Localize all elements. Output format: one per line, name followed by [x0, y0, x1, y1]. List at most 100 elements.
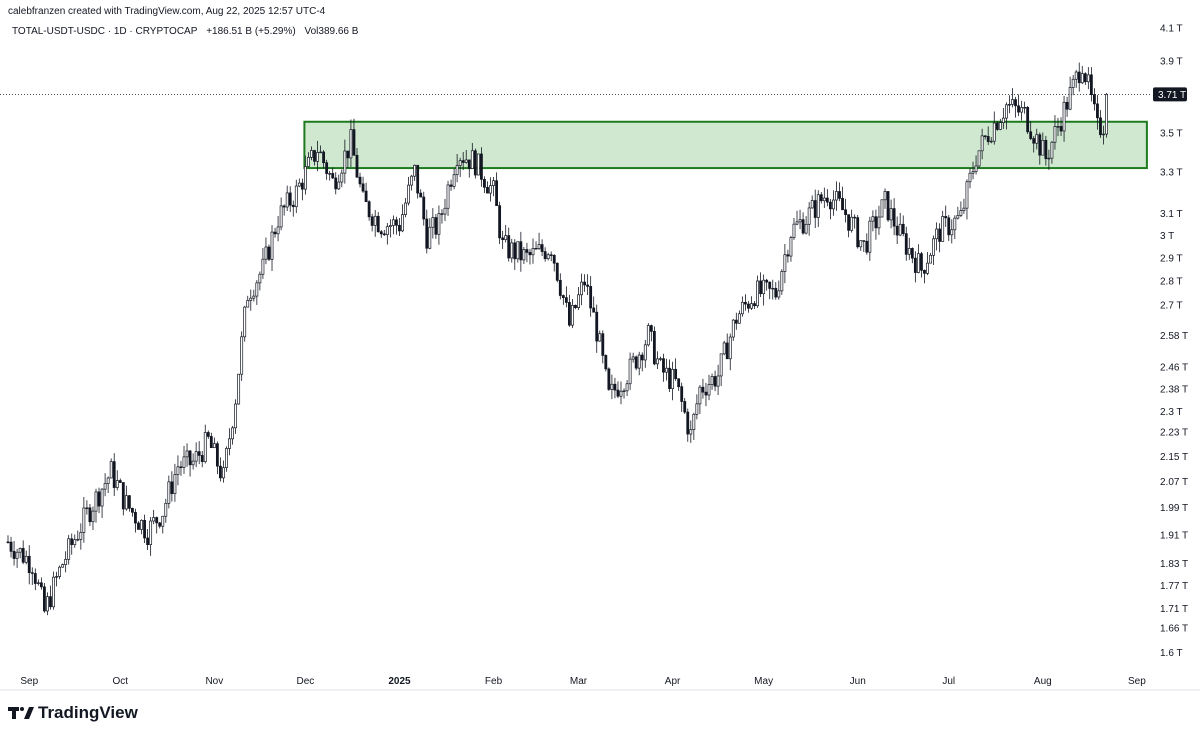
candle: [79, 523, 83, 550]
candle: [109, 458, 113, 479]
candle: [737, 310, 741, 324]
time-axis[interactable]: Sep Oct Nov Dec 2025 Feb Mar Apr May Jun Jul Aug Sep: [20, 676, 1146, 687]
tradingview-logo[interactable]: TradingView: [8, 703, 138, 723]
candle-body-down: [358, 176, 362, 185]
candle: [713, 370, 717, 392]
candle-body-down: [595, 311, 599, 342]
candle-body-up: [698, 386, 702, 405]
candle-body-up: [728, 336, 732, 360]
candle-body-down: [215, 443, 219, 467]
candle: [953, 215, 957, 240]
candle-body-up: [780, 271, 784, 292]
candle-body-up: [46, 596, 49, 612]
candle-body-down: [786, 254, 790, 257]
candle: [291, 200, 295, 217]
candle: [428, 218, 432, 250]
candle-body-up: [926, 262, 929, 274]
candle-body-down: [568, 302, 571, 326]
candle-body-up: [783, 254, 787, 272]
candle: [740, 296, 744, 317]
candle: [874, 209, 878, 240]
candle: [355, 147, 359, 178]
candle: [255, 280, 259, 305]
candle-body-down: [1026, 106, 1030, 133]
candle-body-up: [789, 237, 793, 257]
y-tick-label: 2.46 T: [1160, 363, 1188, 374]
candle-body-up: [868, 220, 872, 253]
candle: [461, 152, 465, 171]
candle-body-down: [662, 358, 665, 373]
candle: [674, 358, 678, 381]
candle-body-down: [543, 251, 547, 260]
candle-body-up: [740, 301, 744, 315]
candle: [552, 254, 556, 272]
candle: [510, 238, 514, 263]
candle: [774, 282, 778, 300]
candle: [771, 279, 775, 300]
candle-body-down: [376, 215, 380, 233]
candle: [88, 504, 92, 526]
candle-body-down: [513, 242, 517, 260]
candle: [759, 272, 763, 297]
candle-body-up: [877, 216, 881, 229]
candle-body-up: [950, 229, 954, 236]
candle-body-up: [413, 164, 417, 177]
candle-body-up: [328, 173, 332, 175]
candle: [1020, 100, 1023, 121]
candle: [835, 181, 838, 211]
candle: [607, 367, 611, 391]
candle-body-up: [285, 192, 289, 208]
last-price-label: 3.71 T: [1158, 90, 1186, 101]
candle: [777, 280, 781, 300]
candle: [959, 201, 963, 218]
candle-body-up: [115, 480, 119, 488]
candle: [571, 299, 574, 329]
candle: [865, 233, 869, 255]
candle-body-down: [334, 177, 338, 190]
candle: [646, 322, 650, 347]
candle: [349, 119, 353, 167]
candle-body-down: [583, 281, 586, 286]
candle-body-down: [49, 596, 52, 608]
candle-body-up: [832, 199, 835, 210]
candle-body-up: [974, 165, 978, 172]
symbol-label[interactable]: TOTAL-USDT-USDC · 1D · CRYPTOCAP: [12, 26, 198, 37]
candle: [373, 209, 377, 237]
candle-body-up: [737, 313, 741, 324]
candle-body-up: [810, 200, 814, 209]
candle-body-up: [516, 241, 520, 260]
y-tick-label: 1.71 T: [1160, 604, 1188, 615]
candle-body-down: [607, 368, 611, 390]
candle: [841, 186, 844, 211]
candle: [401, 204, 404, 233]
candle-body-up: [1086, 74, 1090, 83]
candle-body-up: [337, 181, 341, 190]
y-tick-label: 3 T: [1160, 231, 1174, 242]
candle: [446, 180, 450, 216]
candle: [252, 289, 256, 302]
resistance-zone[interactable]: [303, 120, 1148, 170]
candle-body-up: [889, 208, 893, 221]
candle: [904, 226, 908, 261]
candle: [877, 205, 881, 235]
candle-body-up: [792, 223, 796, 238]
candle: [862, 240, 866, 252]
candle-body-down: [313, 150, 316, 162]
candle: [297, 178, 301, 188]
candle: [167, 475, 171, 509]
candle: [73, 534, 77, 548]
candle: [971, 161, 975, 180]
candle: [531, 238, 535, 264]
chart-credit: calebfranzen created with TradingView.co…: [8, 6, 326, 17]
candle-body-down: [1077, 71, 1081, 84]
candle-body-down: [892, 208, 896, 227]
x-tick-label: Apr: [665, 676, 681, 687]
candle: [24, 550, 28, 565]
candle: [525, 242, 529, 263]
candle: [267, 244, 271, 261]
candle-body-up: [191, 460, 195, 466]
candle-body-up: [234, 403, 238, 429]
candle-body-down: [801, 219, 805, 234]
price-axis[interactable]: 4.1 T 3.9 T 3.5 T 3.3 T 3.1 T 3 T 2.9 T 2.8 T 2.…: [1160, 24, 1188, 659]
